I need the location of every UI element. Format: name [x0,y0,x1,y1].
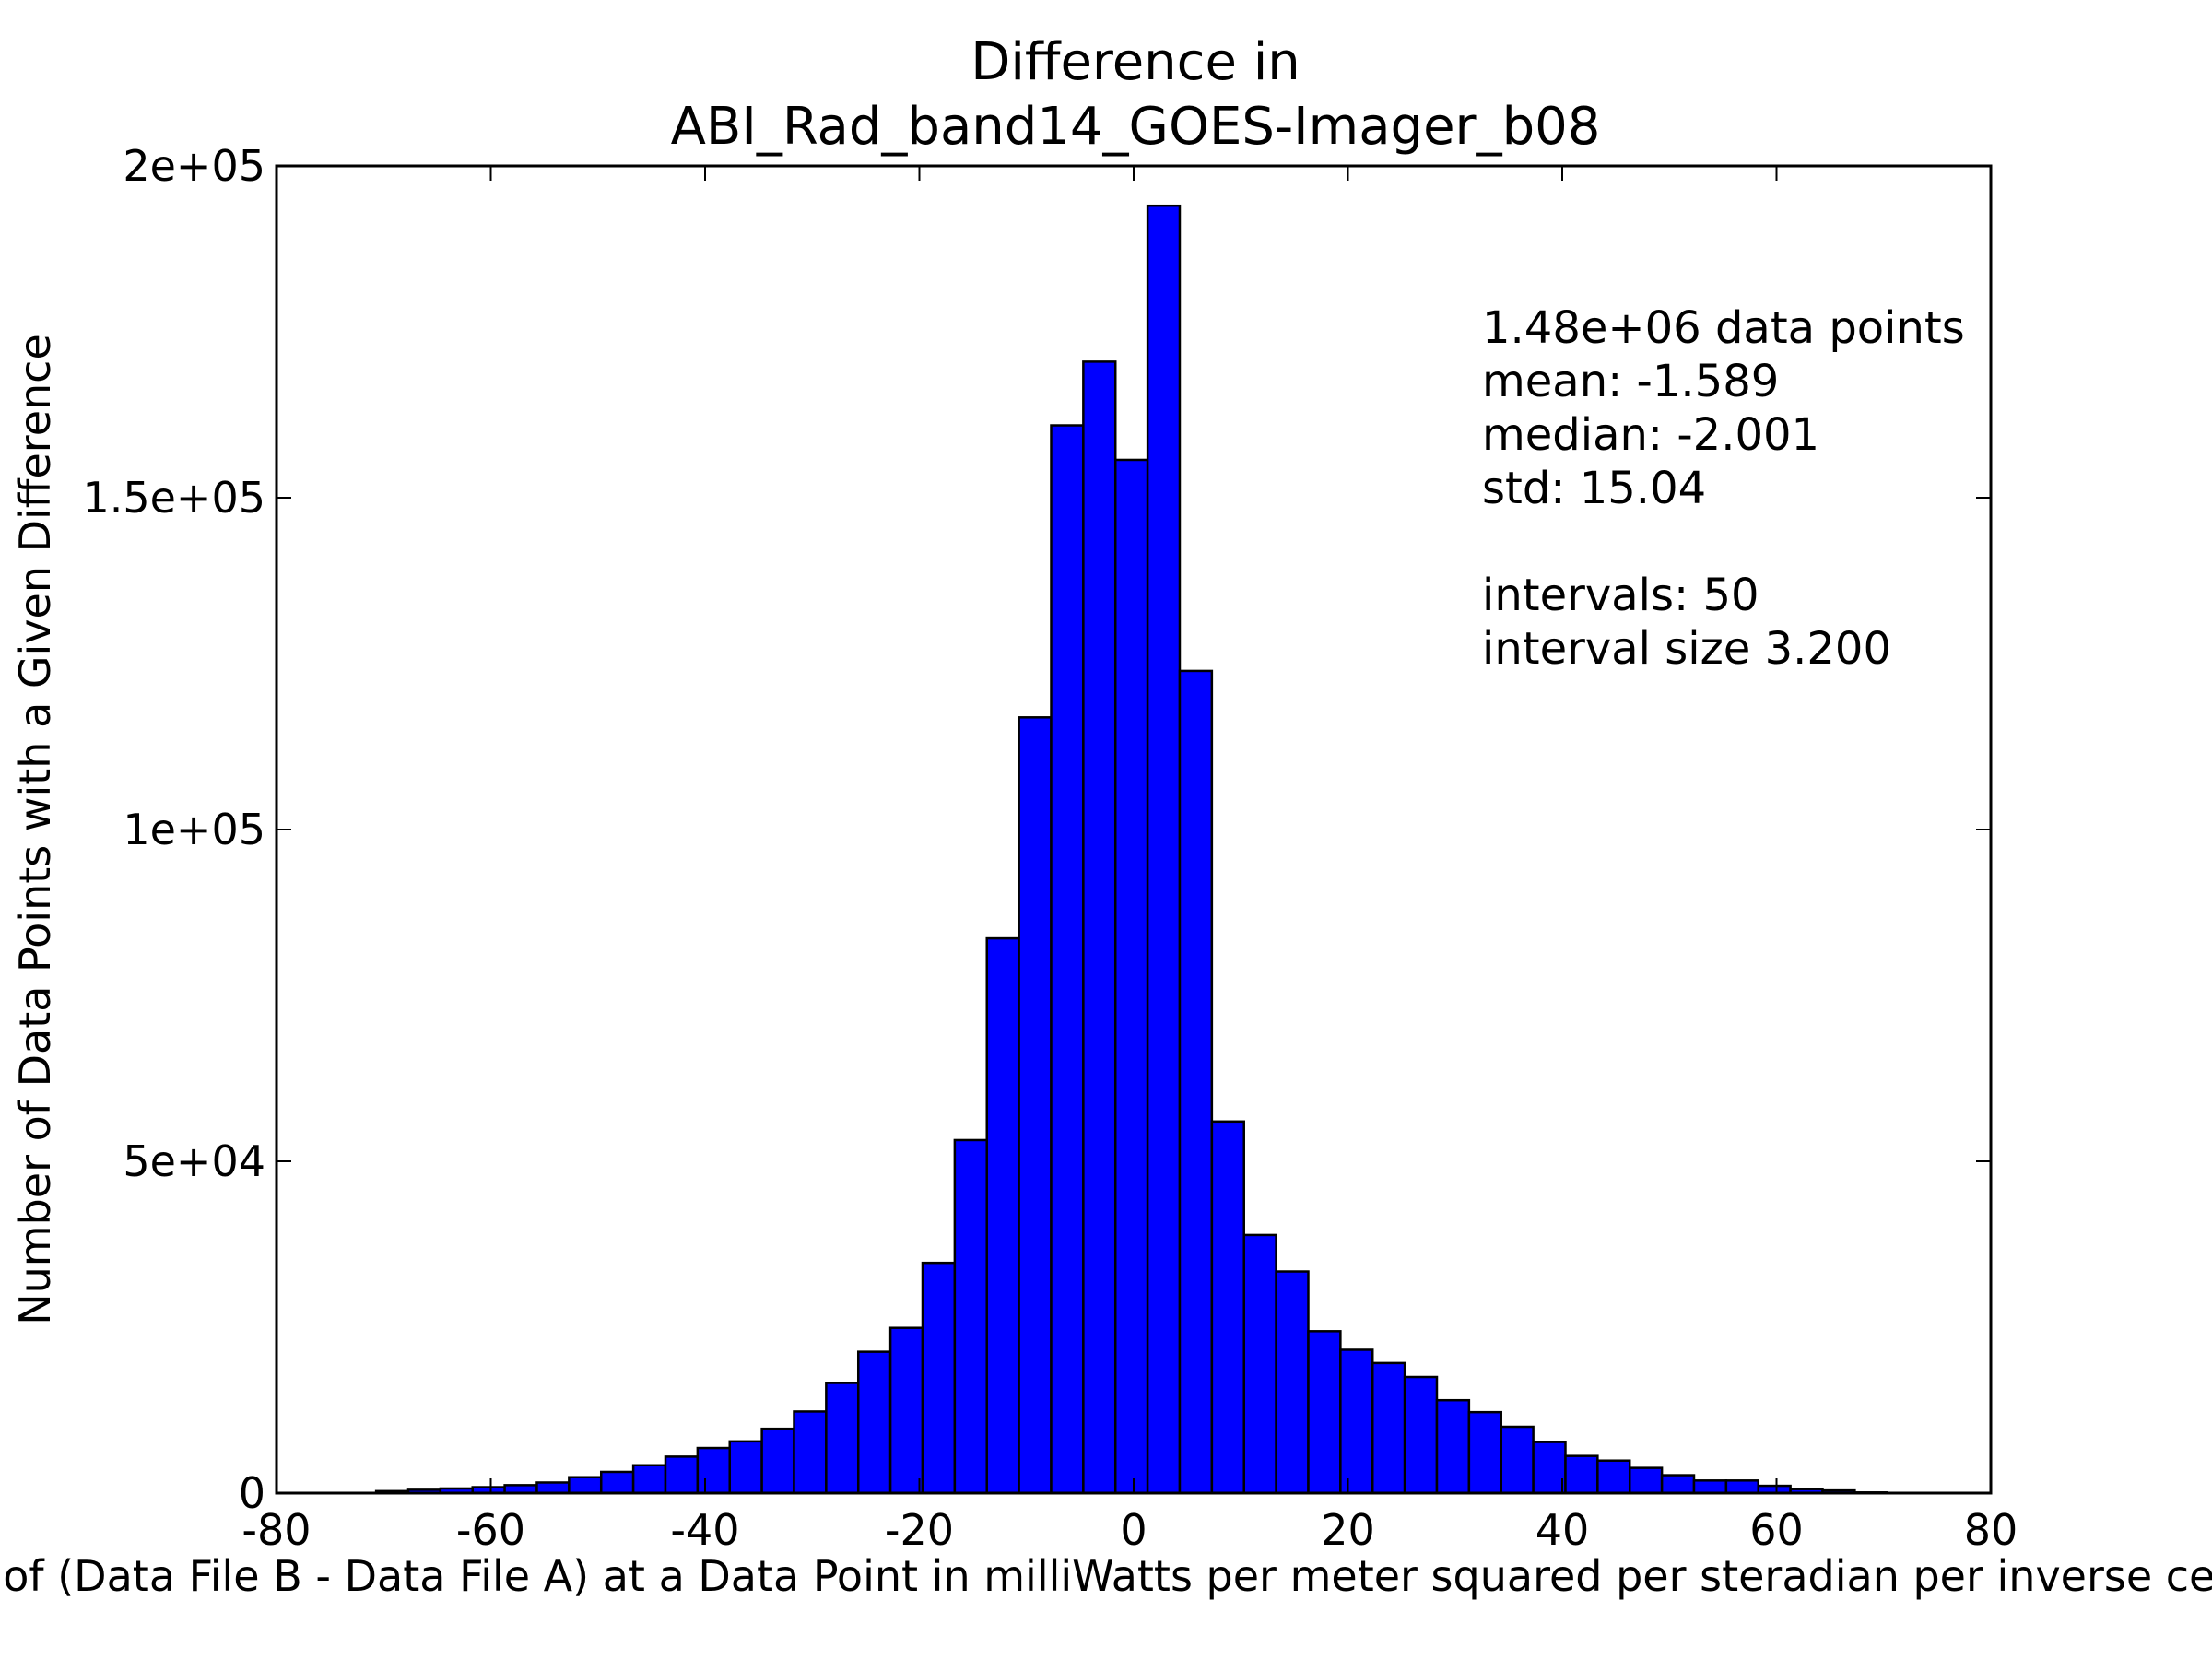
x-tick-label: 40 [1535,1505,1590,1555]
y-tick-labels: 0 5e+04 1e+05 1.5e+05 2e+05 [82,141,265,1518]
histogram-bar [1660,1474,1696,1495]
histogram-bar [1724,1479,1759,1495]
histogram-bar [568,1476,603,1495]
y-axis-label: Number of Data Points with a Given Diffe… [10,334,60,1325]
histogram-bar [1242,1233,1277,1495]
histogram-bars [374,204,1888,1495]
x-tick-label: 60 [1749,1505,1804,1555]
histogram-bar [1532,1441,1567,1495]
histogram-bar [1113,458,1149,1495]
chart-title-line-1: Difference in [971,32,1300,92]
y-tick-label: 5e+04 [123,1136,265,1186]
histogram-bar [825,1382,860,1495]
x-axis-label: Value of (Data File B - Data File A) at … [0,1551,2212,1601]
histogram-bar [664,1455,700,1495]
x-tick-label: -40 [670,1505,739,1555]
histogram-bar [535,1481,571,1495]
histogram-bar [1146,204,1182,1495]
x-tick-label: 80 [1964,1505,2018,1555]
histogram-bar [728,1440,763,1495]
histogram-bar [1596,1459,1631,1495]
histogram-bar [1564,1454,1599,1495]
histogram-bar [1403,1375,1439,1495]
histogram-bar [1339,1348,1374,1495]
x-tick-labels: -80 -60 -40 -20 0 20 40 60 80 [241,1505,2018,1555]
y-tick-label: 1.5e+05 [82,473,265,523]
histogram-bar [1467,1410,1502,1495]
x-tick-label: 20 [1321,1505,1375,1555]
histogram-bar [631,1464,667,1495]
histogram-bar [985,936,1020,1495]
histogram-bar [793,1410,828,1495]
histogram-bar [1371,1361,1406,1495]
histogram-bar [760,1427,795,1495]
stats-annotation-line: interval size 3.200 [1482,623,1891,675]
histogram-bar [1210,1120,1245,1495]
histogram-bar [1500,1425,1535,1495]
histogram-bar [1178,669,1214,1495]
histogram-bar [1692,1479,1728,1495]
x-tick-label: -20 [885,1505,954,1555]
x-tick-label: -60 [456,1505,525,1555]
histogram-bar [1628,1466,1664,1495]
stats-annotation-line: median: -2.001 [1482,409,1819,461]
stats-annotation-line: 1.48e+06 data points [1482,302,1965,354]
y-tick-label: 0 [239,1468,265,1518]
histogram-bar [1307,1330,1342,1495]
y-tick-label: 1e+05 [123,805,265,854]
stats-annotation-line: mean: -1.589 [1482,356,1779,407]
histogram-bar [696,1446,731,1495]
histogram-bar [1050,424,1085,1495]
histogram-bar [599,1470,635,1495]
histogram-bar [921,1261,957,1495]
histogram-bar [1435,1398,1471,1495]
histogram-bar [888,1326,924,1495]
histogram-bar [1082,360,1117,1495]
histogram-bar [856,1350,892,1495]
stats-annotation-line: std: 15.04 [1482,463,1706,514]
plot-frame [275,164,1993,1495]
stats-annotation-line: intervals: 50 [1482,570,1759,621]
x-tick-label: -80 [241,1505,311,1555]
x-tick-label: 0 [1120,1505,1147,1555]
histogram-bar [1275,1270,1310,1495]
y-tick-label: 2e+05 [123,141,265,191]
histogram-bar [1018,716,1053,1495]
histogram-bar [953,1138,988,1495]
chart-title-line-2: ABI_Rad_band14_GOES-Imager_b08 [671,97,1601,157]
